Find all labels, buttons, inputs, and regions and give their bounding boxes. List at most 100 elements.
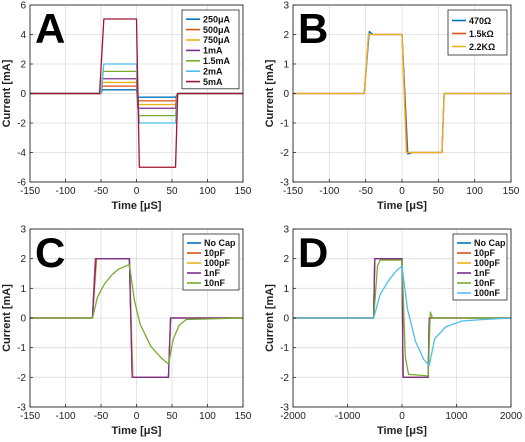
series-line-6 [293,265,511,367]
legend-label: 500μA [203,25,231,35]
x-tick-label: 50 [166,186,178,197]
legend-label: 750μA [203,35,231,45]
y-axis-label: Current [mA] [1,284,13,352]
x-tick-label: -150 [20,186,40,197]
series-line-5 [30,263,243,365]
x-tick-label: 50 [433,186,445,197]
x-tick-label: -100 [55,186,75,197]
legend-label: 1nF [204,268,221,278]
legend-label: 100pF [474,258,501,268]
x-tick-label: -150 [283,186,303,197]
y-tick-label: 1 [283,284,289,295]
legend-label: No Cap [204,238,236,248]
x-tick-label: -50 [94,186,109,197]
panel-letter: B [298,5,328,52]
x-tick-label: 50 [166,411,178,422]
y-tick-label: 0 [20,89,26,100]
legend-label: 10pF [474,248,496,258]
y-axis-label: Current [mA] [264,284,276,352]
x-tick-label: 0 [399,411,405,422]
x-axis-label: Time [μS] [112,200,162,212]
legend-label: 10nF [204,278,226,288]
legend-label: 2mA [203,66,223,76]
legend-label: 1.5mA [203,56,231,66]
x-tick-label: -100 [319,186,339,197]
legend-label: 5mA [203,77,223,87]
x-tick-label: 150 [235,186,252,197]
x-tick-label: -1000 [335,411,361,422]
x-tick-label: 150 [503,186,520,197]
x-tick-label: 100 [466,186,483,197]
x-tick-label: -2000 [280,411,306,422]
x-tick-label: 100 [199,186,216,197]
panel-letter: D [298,229,328,276]
x-tick-label: 150 [235,411,252,422]
panel-letter: C [35,229,65,276]
x-tick-label: -50 [358,186,373,197]
y-tick-label: 0 [283,89,289,100]
legend-box [452,233,508,301]
legend-label: 470Ω [469,16,491,26]
x-tick-label: 100 [199,411,216,422]
x-tick-label: 0 [399,186,405,197]
x-axis-label: Time [μS] [112,425,162,437]
y-tick-label: -4 [17,148,26,159]
panel-d: -2000 -1000 0 1000 2000 -3 -2 -1 0 1 2 3 Time [μS] Cu… [264,225,523,438]
x-tick-label: -100 [55,411,75,422]
series-line-4 [30,258,243,378]
y-tick-label: -2 [17,373,26,384]
panel-b: -150 -100 -50 0 50 100 150 -3 -2 -1 0 1 2 3 Time [μS] C… [264,1,520,213]
x-tick-label: 0 [134,411,140,422]
legend-box [447,9,508,56]
x-axis-label: Time [μS] [377,200,427,212]
y-tick-label: 0 [283,314,289,325]
y-tick-label: 2 [283,30,289,41]
x-tick-label: -150 [20,411,40,422]
x-tick-label: 2000 [500,411,523,422]
legend: 470Ω 1.5kΩ 2.2KΩ [447,9,508,56]
y-axis-label: Current [mA] [264,59,276,127]
y-tick-label: 6 [20,1,26,12]
x-tick-label: 0 [134,186,140,197]
y-tick-label: 2 [20,60,26,71]
y-tick-label: 3 [20,225,26,236]
panel-a: -150 -100 -50 0 50 100 150 -6 -4 -2 0 2 4 6 Time [μS] C… [1,1,252,213]
y-tick-label: 3 [283,225,289,236]
legend-label: 1nF [474,268,491,278]
legend-label: No Cap [474,238,506,248]
y-tick-label: -1 [280,119,289,130]
legend-label: 100nF [474,288,501,298]
y-tick-label: 2 [20,254,26,265]
legend-label: 1.5kΩ [469,29,494,39]
y-tick-label: -2 [17,119,26,130]
y-tick-label: -3 [17,403,26,414]
y-tick-label: 1 [20,284,26,295]
x-tick-label: 1000 [445,411,468,422]
panel-c: -150 -100 -50 0 50 100 150 -3 -2 -1 0 1 2 3 Time [μS] C… [1,225,252,438]
x-axis-label: Time [μS] [377,425,427,437]
series-line-5 [293,259,511,377]
y-tick-label: -2 [280,373,289,384]
y-tick-label: 1 [283,60,289,71]
y-tick-label: 0 [20,314,26,325]
y-tick-label: 3 [283,1,289,12]
y-tick-label: 2 [283,254,289,265]
y-tick-label: -2 [280,148,289,159]
legend-label: 250μA [203,14,231,24]
legend-label: 1mA [203,46,223,56]
legend-box [181,9,240,90]
legend-label: 100pF [204,258,231,268]
series-line-3 [293,33,511,154]
y-tick-label: -1 [17,343,26,354]
x-tick-label: -50 [94,411,109,422]
legend-label: 2.2KΩ [469,42,495,52]
legend-label: 10nF [474,278,496,288]
y-axis-label: Current [mA] [1,59,13,127]
legend-label: 10pF [204,248,226,258]
y-tick-label: -3 [280,403,289,414]
y-tick-label: -3 [280,178,289,189]
